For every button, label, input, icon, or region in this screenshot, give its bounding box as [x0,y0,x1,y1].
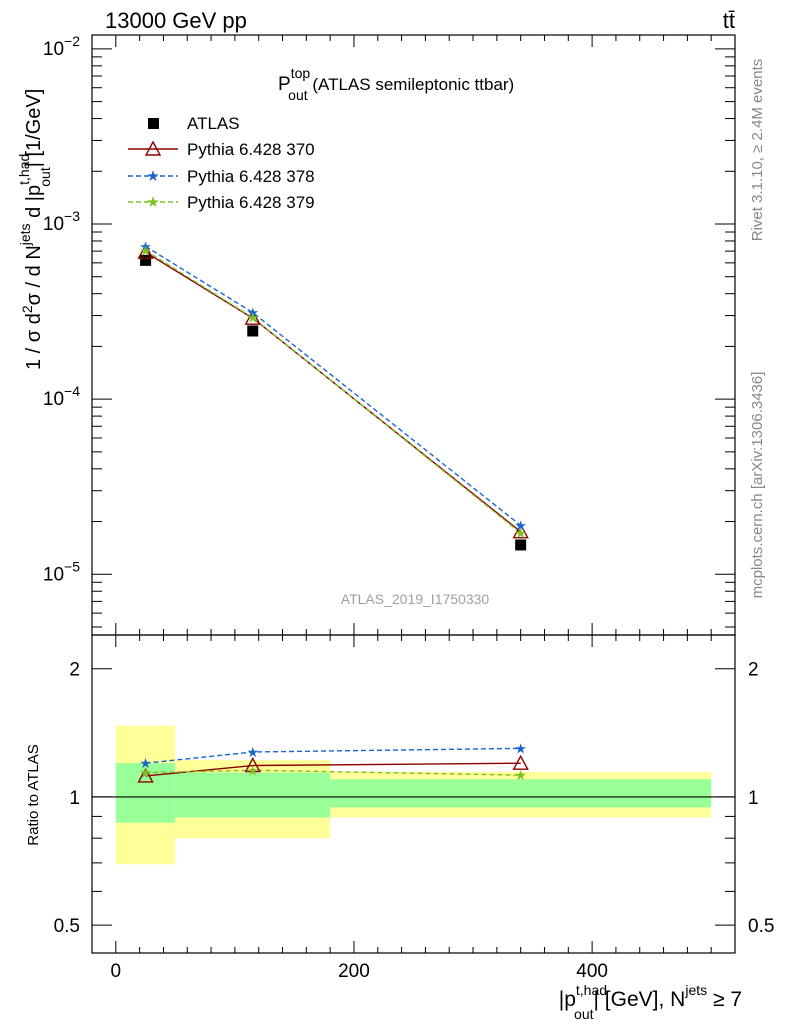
rivet-label: Rivet 3.1.10, ≥ 2.4M events [749,59,766,242]
main-marker-series-0 [512,523,529,539]
ratio-ytick-labels: 2 2 1 1 0.5 0.5 [54,660,775,937]
legend-label-378: Pythia 6.428 378 [187,167,315,186]
main-marker-series-2: ★ [514,525,527,541]
ratio-marker-series-1: ★ [514,740,527,756]
ratio-ytick-label-right: 1 [748,788,759,809]
main-marker-series-1: ★ [246,305,259,321]
legend-marker-378: ★ [146,168,159,185]
ratio-ticks [92,635,735,953]
ratio-xtick-labels: 0 200 400 [111,961,608,982]
ratio-line-series-1 [145,747,521,764]
legend-label-atlas: ATLAS [187,114,240,133]
main-line-series-1 [145,245,522,526]
ratio-marker-series-0 [137,767,154,783]
analysis-watermark: ATLAS_2019_I1750330 [341,591,490,607]
main-marker-series-0 [244,309,261,325]
atlas-point [247,325,259,337]
ratio-series-lines [145,747,521,777]
ratio-bands [115,725,712,865]
atlas-point [140,254,152,266]
plot-title: Ptop out (ATLAS semileptonic ttbar) [278,65,514,103]
energy-label: 13000 GeV pp [105,8,247,33]
main-ytick-label: 10−2 [43,33,80,60]
ratio-markers: ★★ ★★ ★ ★ [137,740,529,783]
ratio-ytick-label-left: 2 [69,660,80,681]
ratio-marker-series-2: ★ [246,762,259,778]
main-marker-series-2: ★ [139,243,152,259]
main-ytick-label: 10−5 [43,558,80,585]
atlas-point [515,539,527,551]
legend-label-370: Pythia 6.428 370 [187,140,315,159]
main-ytick-label: 10−3 [43,208,80,235]
ratio-xtick-label: 400 [576,961,608,982]
main-marker-series-1: ★ [514,517,527,533]
ratio-marker-series-2: ★ [514,767,527,783]
ratio-marker-series-0 [244,757,261,773]
legend: ATLAS Pythia 6.428 370 ★ Pythia 6.428 37… [128,114,315,212]
main-ytick-label: 10−4 [43,383,80,410]
main-line-series-2 [145,249,522,534]
ratio-marker-series-1: ★ [246,744,259,760]
ratio-ytick-label-left: 1 [69,788,80,809]
ratio-marker-series-2: ★ [139,765,152,781]
main-line-series-0 [145,251,522,533]
main-panel: 10−210−310−410−5 ★★★★★★ Ptop out (ATLAS s… [16,33,736,636]
band-stat-0 [115,763,176,823]
main-ticks [92,35,735,635]
legend-label-379: Pythia 6.428 379 [187,193,315,212]
process-label: tt̄ [723,8,735,33]
ratio-frame [91,634,736,954]
ratio-ytick-label-right: 0.5 [748,916,774,937]
ratio-marker-series-1: ★ [139,755,152,771]
legend-marker-atlas [148,118,159,129]
main-ytick-labels: 10−2 10−3 10−4 10−5 [43,33,80,585]
ratio-xlabel: |pt,had out| [GeV], Njets ≥ 7 [559,982,742,1022]
ratio-marker-series-0 [512,754,529,770]
band-stat-2 [330,779,712,808]
legend-marker-370 [144,140,162,156]
main-series-lines [145,245,522,534]
ratio-panel: ★★ ★★ ★ ★ 2 21 10.5 0.5 0 200 400 Ratio to ATLAS… [25,634,775,1022]
main-marker-series-0 [137,243,154,259]
main-markers: ★★★★★★ [137,238,529,551]
band-stat-1 [175,772,331,818]
ratio-xtick-label: 0 [111,961,122,982]
mcplots-label: mcplots.cern.ch [arXiv:1306.3436] [749,372,766,599]
main-marker-series-2: ★ [246,310,259,326]
ratio-ylabel: Ratio to ATLAS [25,744,42,845]
legend-marker-379: ★ [146,194,159,211]
ratio-ytick-label-right: 2 [748,660,759,681]
ratio-ytick-label-left: 0.5 [54,916,80,937]
main-marker-series-1: ★ [139,238,152,254]
ratio-xtick-label: 200 [338,961,370,982]
ratio-line-series-2 [145,769,521,776]
